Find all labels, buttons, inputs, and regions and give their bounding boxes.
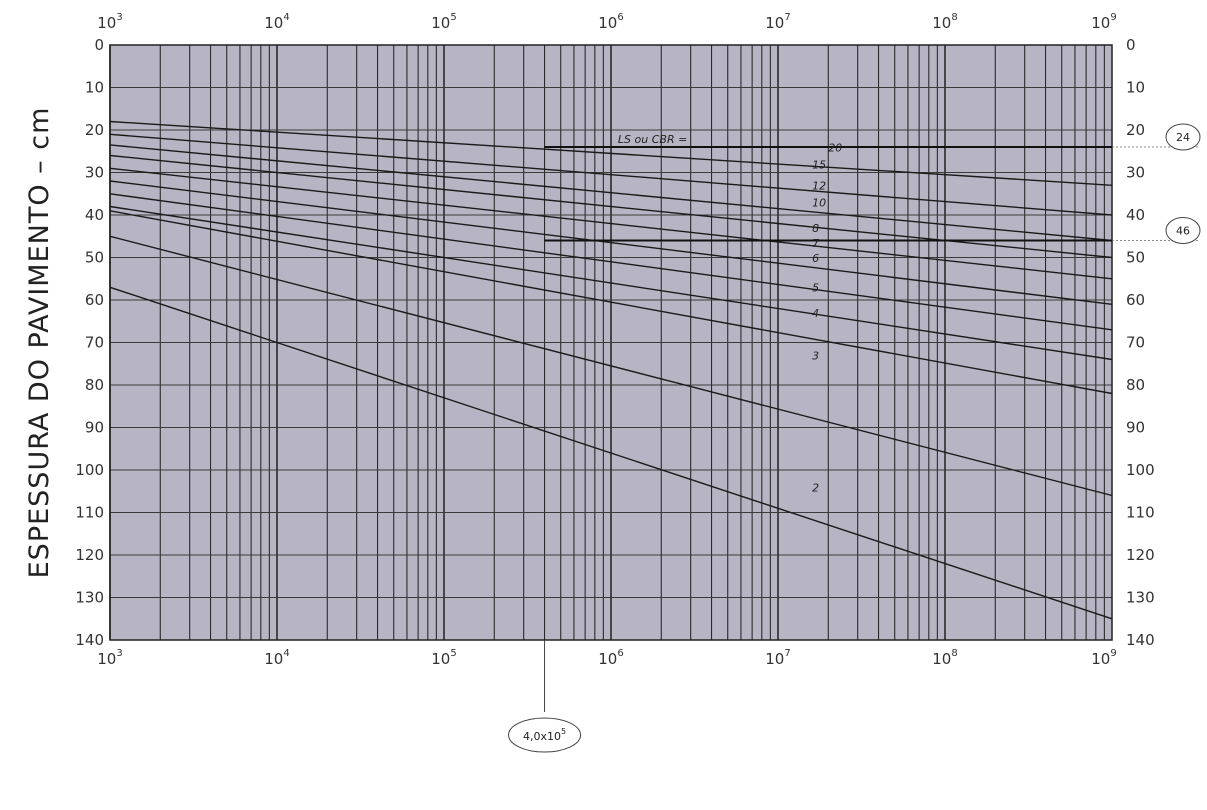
cbr-annotation: LS ou CBR = xyxy=(618,133,687,146)
x-tick-top-label: 106 xyxy=(598,12,623,32)
n-callout-circle xyxy=(508,717,582,753)
series-label-2: 2 xyxy=(812,481,819,494)
y-tick-left-label: 50 xyxy=(85,249,104,267)
x-tick-bottom-label: 107 xyxy=(765,648,790,668)
x-tick-bottom-label: 109 xyxy=(1091,648,1116,668)
series-label-10: 10 xyxy=(812,197,826,210)
y-tick-left-label: 80 xyxy=(85,376,104,394)
y-tick-left-label: 60 xyxy=(85,291,104,309)
series-label-4: 4 xyxy=(812,307,819,320)
x-tick-top-label: 107 xyxy=(765,12,790,32)
y-tick-right-label: 60 xyxy=(1126,291,1145,309)
y-tick-right-label: 20 xyxy=(1126,121,1145,139)
x-tick-bottom-label: 103 xyxy=(97,648,122,668)
series-line-15 xyxy=(109,133,1113,216)
series-line-4 xyxy=(109,210,1113,395)
x-tick-bottom-label: 108 xyxy=(932,648,957,668)
y-tick-left-label: 10 xyxy=(85,79,104,97)
y-tick-left-label: 140 xyxy=(75,631,104,649)
callout-circle-46 xyxy=(1165,217,1201,244)
y-tick-left-label: 30 xyxy=(85,164,104,182)
y-tick-left-label: 120 xyxy=(75,546,104,564)
series-label-3: 3 xyxy=(812,350,819,363)
n-callout-value: 4,0x105 xyxy=(523,727,566,743)
callout-circle-24 xyxy=(1165,123,1201,151)
y-tick-left-label: 90 xyxy=(85,419,104,437)
series-label-5: 5 xyxy=(812,282,819,295)
x-tick-top-label: 105 xyxy=(431,12,456,32)
x-tick-top-label: 108 xyxy=(932,12,957,32)
x-tick-top-label: 103 xyxy=(97,12,122,32)
y-tick-right-label: 130 xyxy=(1126,589,1155,607)
series-label-20: 20 xyxy=(828,141,842,154)
x-tick-bottom-label: 104 xyxy=(264,648,289,668)
y-tick-left-label: 130 xyxy=(75,589,104,607)
x-tick-top-label: 109 xyxy=(1091,12,1116,32)
y-tick-right-label: 40 xyxy=(1126,206,1145,224)
y-tick-right-label: 90 xyxy=(1126,419,1145,437)
y-tick-right-label: 30 xyxy=(1126,164,1145,182)
y-tick-right-label: 50 xyxy=(1126,249,1145,267)
series-line-8 xyxy=(109,167,1113,280)
series-line-2 xyxy=(109,286,1113,620)
y-tick-left-label: 20 xyxy=(85,121,104,139)
series-label-7: 7 xyxy=(812,237,819,250)
series-line-12 xyxy=(109,144,1113,242)
series-label-8: 8 xyxy=(812,222,819,235)
series-label-15: 15 xyxy=(812,158,826,171)
y-tick-right-label: 120 xyxy=(1126,546,1155,564)
x-tick-bottom-label: 105 xyxy=(431,648,456,668)
y-tick-right-label: 70 xyxy=(1126,334,1145,352)
series-line-6 xyxy=(109,193,1113,331)
y-axis-title: ESPESSURA DO PAVIMENTO – cm xyxy=(24,107,55,579)
y-tick-right-label: 140 xyxy=(1126,631,1155,649)
plot-frame xyxy=(109,44,1113,641)
y-tick-left-label: 40 xyxy=(85,206,104,224)
series-label-6: 6 xyxy=(812,252,819,265)
y-tick-left-label: 0 xyxy=(94,36,104,54)
y-tick-left-label: 110 xyxy=(75,504,104,522)
y-tick-left-label: 70 xyxy=(85,334,104,352)
y-tick-left-label: 100 xyxy=(75,461,104,479)
y-tick-right-label: 0 xyxy=(1126,36,1136,54)
series-line-7 xyxy=(109,180,1113,305)
x-tick-bottom-label: 106 xyxy=(598,648,623,668)
series-line-3 xyxy=(109,235,1113,497)
y-tick-right-label: 10 xyxy=(1126,79,1145,97)
series-line-5 xyxy=(109,205,1113,361)
y-tick-right-label: 110 xyxy=(1126,504,1155,522)
y-tick-right-label: 100 xyxy=(1126,461,1155,479)
x-tick-top-label: 104 xyxy=(264,12,289,32)
series-label-12: 12 xyxy=(812,180,826,193)
callout-value-24: 24 xyxy=(1176,131,1190,144)
series-line-20 xyxy=(109,120,1113,186)
y-tick-right-label: 80 xyxy=(1126,376,1145,394)
callout-value-46: 46 xyxy=(1176,225,1190,238)
